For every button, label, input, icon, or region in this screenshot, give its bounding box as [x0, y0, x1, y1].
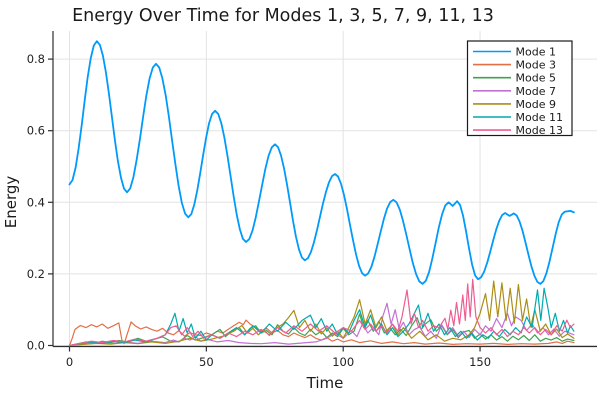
series-line-mode-7 [68, 302, 575, 347]
legend-item-mode-3: Mode 3 [473, 59, 556, 72]
x-tick-label-150: 150 [469, 355, 491, 369]
legend-label-mode-3: Mode 3 [516, 59, 556, 72]
series-line-mode-13 [68, 278, 575, 347]
legend-item-mode-9: Mode 9 [473, 98, 556, 111]
series-line-mode-11 [68, 287, 575, 347]
y-axis-label: Energy [2, 176, 20, 229]
x-tick-label-0: 0 [66, 355, 73, 369]
legend-item-mode-13: Mode 13 [473, 124, 563, 137]
x-tick-label-50: 50 [199, 355, 214, 369]
series-line-mode-5 [68, 313, 575, 347]
x-axis-label: Time [306, 374, 344, 392]
legend-item-mode-1: Mode 1 [473, 46, 556, 59]
y-tick-label-0.2: 0.2 [27, 267, 45, 281]
x-tick-label-100: 100 [332, 355, 354, 369]
legend-item-mode-5: Mode 5 [473, 72, 556, 85]
legend-label-mode-7: Mode 7 [516, 85, 556, 98]
series-layer [68, 40, 575, 347]
legend-label-mode-1: Mode 1 [516, 46, 556, 59]
legend-label-mode-9: Mode 9 [516, 98, 556, 111]
legend-label-mode-11: Mode 11 [516, 111, 563, 124]
legend-item-mode-7: Mode 7 [473, 85, 556, 98]
chart-title: Energy Over Time for Modes 1, 3, 5, 7, 9… [72, 6, 494, 26]
y-tick-label-0.4: 0.4 [27, 195, 45, 209]
legend-item-mode-11: Mode 11 [473, 111, 563, 124]
y-tick-label-0.8: 0.8 [27, 52, 45, 66]
legend-box [466, 40, 573, 137]
series-line-mode-1 [68, 40, 575, 285]
y-tick-label-0.6: 0.6 [27, 124, 45, 138]
axes-layer: 0 50 100 150 0.0 0.2 0.4 0.6 0.8 [27, 31, 597, 369]
legend-label-mode-13: Mode 13 [516, 124, 563, 137]
legend-label-mode-5: Mode 5 [516, 72, 556, 85]
y-tick-label-0.0: 0.0 [27, 339, 45, 353]
